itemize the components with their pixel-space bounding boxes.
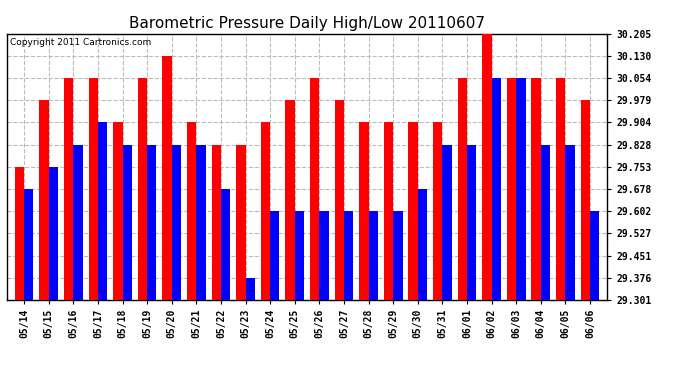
- Bar: [98, 122, 107, 300]
- Bar: [138, 78, 147, 300]
- Bar: [147, 145, 157, 300]
- Bar: [64, 78, 73, 300]
- Bar: [359, 122, 368, 300]
- Bar: [433, 122, 442, 300]
- Bar: [73, 145, 83, 300]
- Bar: [556, 78, 565, 300]
- Bar: [246, 278, 255, 300]
- Bar: [491, 78, 501, 300]
- Bar: [14, 167, 24, 300]
- Bar: [507, 78, 516, 300]
- Bar: [344, 211, 353, 300]
- Bar: [368, 211, 378, 300]
- Bar: [123, 145, 132, 300]
- Bar: [221, 189, 230, 300]
- Bar: [319, 211, 328, 300]
- Bar: [457, 78, 467, 300]
- Bar: [236, 145, 246, 300]
- Bar: [172, 145, 181, 300]
- Bar: [442, 145, 452, 300]
- Bar: [417, 189, 427, 300]
- Bar: [580, 100, 590, 300]
- Bar: [408, 122, 417, 300]
- Bar: [88, 78, 98, 300]
- Bar: [482, 34, 491, 300]
- Bar: [162, 56, 172, 300]
- Bar: [261, 122, 270, 300]
- Bar: [270, 211, 279, 300]
- Bar: [393, 211, 402, 300]
- Bar: [590, 211, 600, 300]
- Bar: [212, 145, 221, 300]
- Bar: [384, 122, 393, 300]
- Bar: [310, 78, 319, 300]
- Bar: [286, 100, 295, 300]
- Bar: [24, 189, 34, 300]
- Bar: [197, 145, 206, 300]
- Bar: [541, 145, 550, 300]
- Text: Copyright 2011 Cartronics.com: Copyright 2011 Cartronics.com: [10, 38, 151, 47]
- Title: Barometric Pressure Daily High/Low 20110607: Barometric Pressure Daily High/Low 20110…: [129, 16, 485, 31]
- Bar: [113, 122, 123, 300]
- Bar: [516, 78, 526, 300]
- Bar: [295, 211, 304, 300]
- Bar: [467, 145, 476, 300]
- Bar: [565, 145, 575, 300]
- Bar: [49, 167, 58, 300]
- Bar: [39, 100, 49, 300]
- Bar: [187, 122, 197, 300]
- Bar: [335, 100, 344, 300]
- Bar: [531, 78, 541, 300]
